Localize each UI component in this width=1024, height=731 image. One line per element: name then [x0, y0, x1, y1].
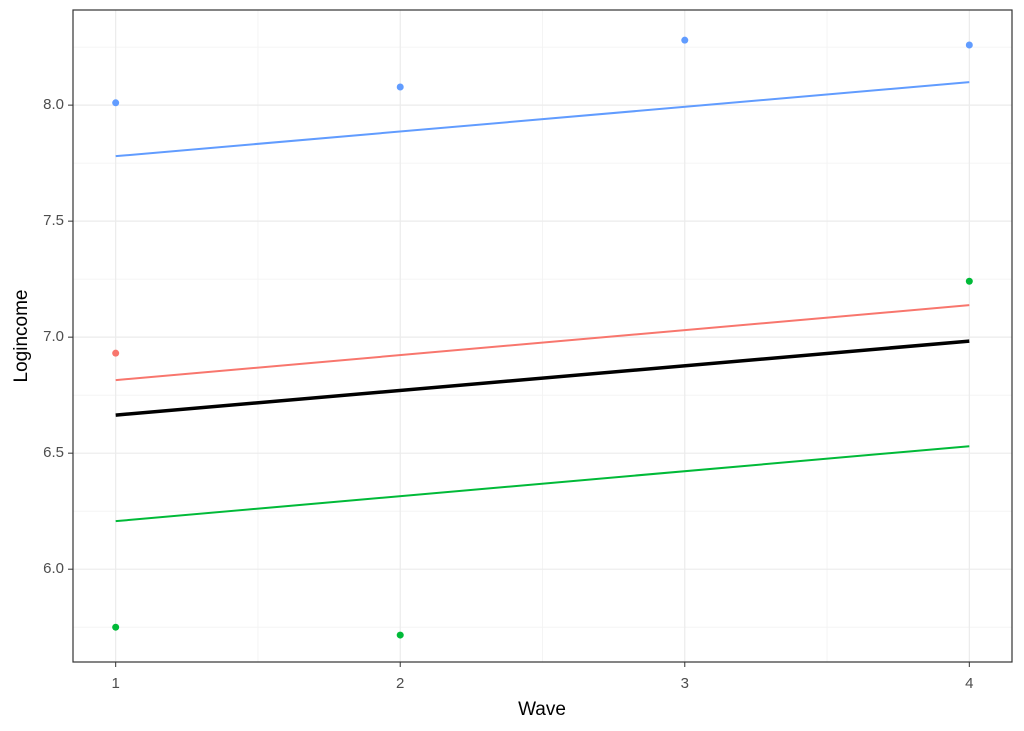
point — [396, 631, 404, 639]
y-tick-label: 6.0 — [43, 560, 64, 577]
line — [115, 81, 970, 158]
point — [681, 36, 689, 44]
x-axis-title: Wave — [518, 699, 566, 720]
x-tick-label: 4 — [965, 675, 973, 692]
point — [965, 277, 973, 285]
point — [396, 83, 404, 91]
point — [112, 99, 120, 107]
point — [965, 41, 973, 49]
point — [112, 349, 120, 357]
x-tick-label: 3 — [681, 675, 689, 692]
y-tick-label: 7.0 — [43, 328, 64, 345]
panel-border — [72, 9, 1013, 663]
x-tick-label: 2 — [396, 675, 404, 692]
line — [115, 304, 970, 382]
y-tick-label: 6.5 — [43, 444, 64, 461]
y-axis-title: Logincome — [11, 290, 32, 383]
x-tick-label: 1 — [112, 675, 120, 692]
line — [115, 445, 970, 523]
y-tick-label: 8.0 — [43, 96, 64, 113]
y-tick-label: 7.5 — [43, 212, 64, 229]
point — [112, 623, 120, 631]
line — [115, 339, 970, 417]
